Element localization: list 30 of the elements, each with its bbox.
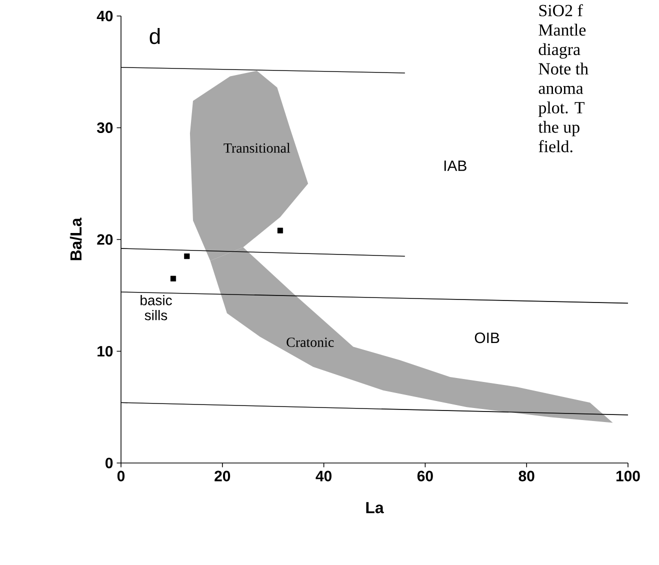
annotation: Note th xyxy=(538,62,588,75)
point xyxy=(184,253,190,260)
annotation: field. xyxy=(538,140,572,152)
annotation: Mantle xyxy=(538,24,586,36)
y-axis-title: Ba/La xyxy=(70,218,82,260)
annotation: basic sills xyxy=(140,295,172,320)
x-tick-label: 60 xyxy=(417,470,433,482)
annotation: plot. T xyxy=(538,102,584,117)
annotation: d xyxy=(150,28,160,44)
annotation: SiO2 f xyxy=(539,4,583,16)
y-tick-label: 40 xyxy=(96,10,113,22)
annotation: anoma xyxy=(538,86,584,94)
annotation: the up xyxy=(538,120,580,136)
x-tick-label: 0 xyxy=(117,470,125,482)
point xyxy=(170,276,176,282)
annotation: OIB xyxy=(474,332,500,344)
x-axis-title: La xyxy=(366,502,384,514)
series-label: Transitional xyxy=(224,142,290,153)
x-tick-label: 100 xyxy=(616,470,640,482)
annotation: IAB xyxy=(444,160,466,171)
series-label: Cratonic xyxy=(286,338,334,347)
point xyxy=(277,228,283,234)
y-tick-label: 10 xyxy=(98,346,113,357)
x-tick-label: 40 xyxy=(316,470,332,482)
y-tick-label: 30 xyxy=(96,122,113,134)
annotation: diagra xyxy=(538,43,580,59)
x-tick-label: 80 xyxy=(518,470,534,482)
y-tick-label: 20 xyxy=(97,234,113,245)
y-tick-label: 0 xyxy=(106,458,113,468)
x-tick-label: 20 xyxy=(214,470,230,482)
